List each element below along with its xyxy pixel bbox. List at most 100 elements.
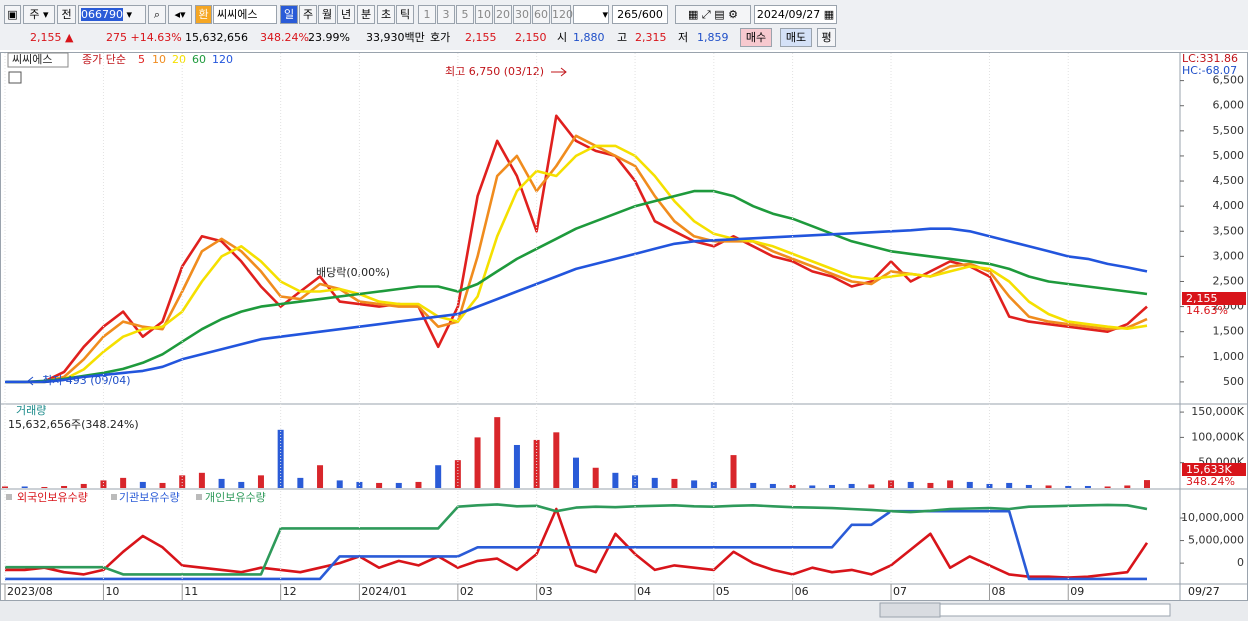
x-tick-label: 12 (283, 585, 297, 598)
volume-bar (592, 467, 599, 488)
interval-button[interactable]: 20 (494, 5, 512, 24)
calendar-icon (8, 71, 22, 84)
legend-entry: 20 (172, 53, 186, 66)
period-button[interactable]: 월 (318, 5, 336, 24)
period-button[interactable]: 분 (357, 5, 375, 24)
volume-bar (257, 475, 264, 488)
period-button[interactable]: 초 (377, 5, 395, 24)
series-line (5, 134, 1148, 384)
annotation: 최저 493 (09/04) (42, 374, 131, 387)
series-line (5, 509, 1147, 581)
volume-ratio: 348.24% (260, 31, 309, 44)
volume-bar (415, 481, 422, 488)
volume-bar (966, 481, 973, 488)
volume-bar (612, 472, 619, 488)
volume-bar (513, 444, 520, 488)
sound-button[interactable]: ◂▾ (168, 5, 192, 24)
volume-bar (21, 486, 28, 488)
x-tick-label: 02 (460, 585, 474, 598)
series-line (5, 189, 1148, 384)
hc-label: HC:-68.07 (1182, 64, 1237, 77)
open: 1,880 (573, 31, 605, 44)
lc-label: LC:331.86 (1182, 52, 1238, 65)
change-label: 14.63% (1186, 304, 1228, 317)
interval-button[interactable]: 10 (475, 5, 493, 24)
y-tick-label: 1,500 (1213, 325, 1245, 338)
y-tick-label: 2,500 (1213, 274, 1245, 287)
period-button[interactable]: 일 (280, 5, 298, 24)
volume-bar (100, 480, 107, 488)
market-select[interactable]: 주 ▾ (23, 5, 55, 24)
interval-input[interactable]: ▾ (573, 5, 609, 24)
interval-button[interactable]: 120 (551, 5, 573, 24)
interval-button[interactable]: 1 (418, 5, 436, 24)
x-tick-label: 06 (795, 585, 809, 598)
series-line (5, 503, 1148, 576)
code-input[interactable]: 066790 ▾ (78, 5, 146, 24)
period-button[interactable]: 년 (337, 5, 355, 24)
interval-button[interactable]: 30 (513, 5, 531, 24)
y-tick-label: 5,500 (1213, 124, 1245, 137)
search-button[interactable]: ⌕ (148, 5, 166, 24)
period-button[interactable]: 주 (299, 5, 317, 24)
x-tick-label: 10 (105, 585, 119, 598)
legend-swatch (111, 494, 117, 500)
volume-bar (888, 480, 895, 488)
market: 주 (29, 8, 40, 21)
buy-button[interactable]: 매수 (740, 28, 772, 47)
y-tick-label: 0 (1237, 556, 1244, 569)
x-tick-label: 04 (637, 585, 651, 598)
volume-subtitle: 15,632,656주(348.24%) (8, 418, 139, 431)
series-line (5, 507, 1149, 579)
x-tick-label: 07 (893, 585, 907, 598)
legend-entry: 5 (138, 53, 145, 66)
interval-button[interactable]: 3 (437, 5, 455, 24)
legend-entry: 기관보유수량 (119, 491, 180, 504)
volume-bar (317, 465, 324, 488)
interval-button[interactable]: 60 (532, 5, 550, 24)
tool-icons[interactable]: ▦ ⤢ ▤ ⚙ (675, 5, 751, 24)
volume-bar (238, 481, 245, 488)
legend-entry: 120 (212, 53, 233, 66)
interval-button[interactable]: 5 (456, 5, 474, 24)
period-button[interactable]: 틱 (396, 5, 414, 24)
volume-bar (947, 480, 954, 488)
volume-bar (730, 455, 737, 488)
volume-bar (927, 482, 934, 488)
count: 265 (617, 8, 639, 21)
eval-button[interactable]: 평 (817, 28, 836, 47)
volume-bar (1144, 480, 1150, 488)
y-tick-label: 5,000 (1213, 149, 1245, 162)
y-tick-label: 4,000 (1213, 199, 1245, 212)
open-label: 시 (557, 31, 568, 44)
scroll-buttons[interactable] (879, 602, 941, 618)
volume-bar (868, 484, 875, 488)
turnover: 23.99% (308, 31, 350, 44)
volume-bar (179, 475, 186, 488)
bid-label: 호가 (430, 31, 451, 44)
count-box[interactable]: 265/600 (612, 5, 668, 24)
volume-bar (2, 486, 8, 488)
prev-button[interactable]: 전 (57, 5, 76, 24)
fx-button[interactable]: 환 (195, 5, 212, 24)
stock-label: 씨씨에스 (12, 53, 52, 66)
x-tick-label: 2024/01 (361, 585, 407, 598)
x-tick-label: 09 (1070, 585, 1084, 598)
volume-bar (356, 481, 363, 488)
x-tick-label: 08 (991, 585, 1005, 598)
volume-bar (494, 417, 501, 488)
sell-button[interactable]: 매도 (780, 28, 812, 47)
scrollbar[interactable] (939, 603, 1171, 617)
volume-bar (218, 478, 225, 488)
y-tick-label: 5,000,000 (1188, 534, 1244, 547)
volume-bar (336, 480, 343, 488)
date-input[interactable]: 2024/09/27 ▦ (754, 5, 837, 24)
date: 2024/09/27 (756, 8, 821, 21)
volume-bar (454, 460, 461, 488)
volume: 15,632,656 (185, 31, 248, 44)
y-tick-label: 4,500 (1213, 174, 1245, 187)
high: 2,315 (635, 31, 667, 44)
menu-button[interactable]: ▣ (4, 5, 21, 24)
